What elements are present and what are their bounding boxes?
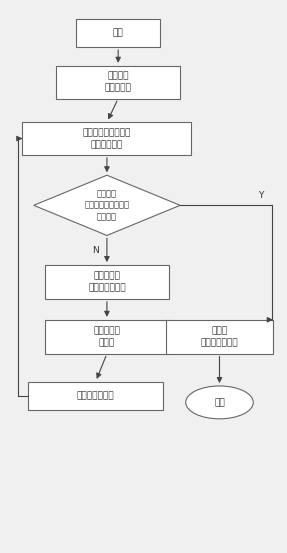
Text: 锂电池
闭合内部继电器: 锂电池 闭合内部继电器 — [201, 326, 238, 347]
Polygon shape — [34, 175, 180, 236]
Text: N: N — [92, 246, 99, 255]
Text: 直流变换器
预充电: 直流变换器 预充电 — [94, 326, 120, 347]
FancyBboxPatch shape — [45, 320, 169, 354]
Text: 经过预充电时间: 经过预充电时间 — [77, 392, 115, 400]
Text: Y: Y — [258, 191, 263, 200]
Text: 锂电池、直流变换器
发送电压信息: 锂电池、直流变换器 发送电压信息 — [83, 128, 131, 149]
FancyBboxPatch shape — [56, 66, 180, 98]
Text: 结束: 结束 — [214, 398, 225, 407]
Text: 电控单元
判断电压差是否在许
可范围内: 电控单元 判断电压差是否在许 可范围内 — [84, 189, 129, 222]
FancyBboxPatch shape — [28, 382, 163, 410]
FancyBboxPatch shape — [45, 265, 169, 299]
Text: 电控单元
初始化数据: 电控单元 初始化数据 — [105, 72, 132, 92]
FancyBboxPatch shape — [76, 19, 160, 47]
FancyBboxPatch shape — [22, 122, 191, 155]
Text: 开始: 开始 — [113, 28, 123, 38]
FancyBboxPatch shape — [166, 320, 273, 354]
Ellipse shape — [186, 386, 253, 419]
Text: 直流变换器
计算预充电时间: 直流变换器 计算预充电时间 — [88, 272, 126, 293]
